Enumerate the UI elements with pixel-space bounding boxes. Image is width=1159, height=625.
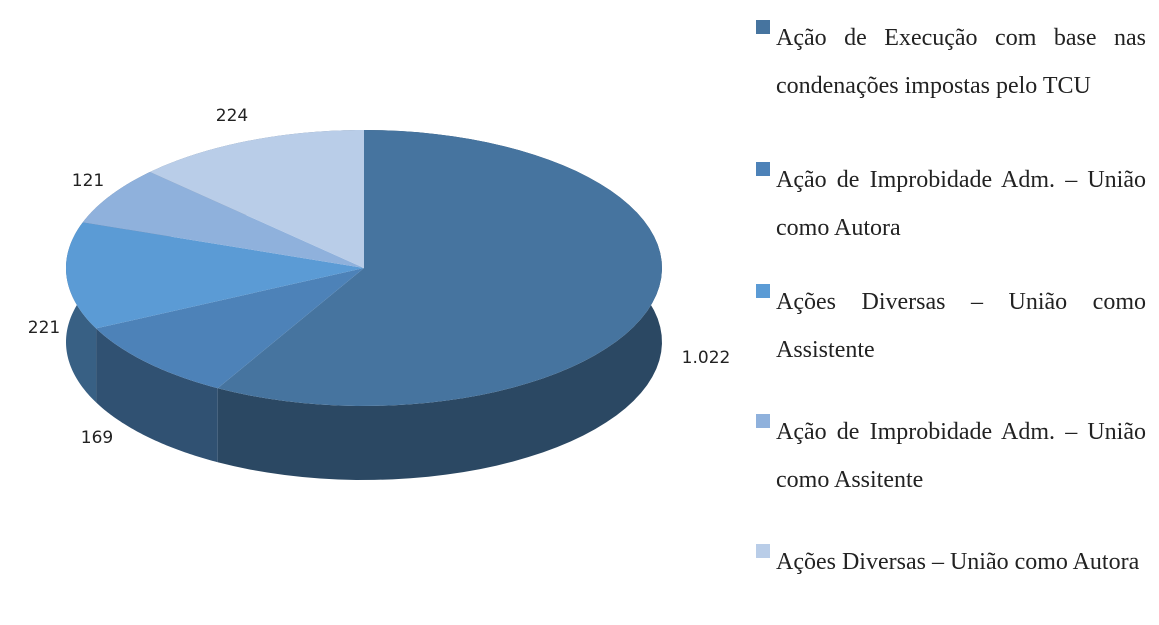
legend-label: Ação de Execução com base nas condenaçõe… xyxy=(776,25,1146,99)
data-label: 169 xyxy=(81,428,113,448)
legend-label: Ações Diversas – União como Assistente xyxy=(776,289,1146,363)
legend-label: Ações Diversas – União como Autora xyxy=(776,549,1140,575)
data-label: 1.022 xyxy=(682,348,731,368)
data-label: 121 xyxy=(72,171,104,191)
pie-slice xyxy=(82,171,365,268)
pie-slice-side xyxy=(96,328,218,463)
legend-swatch xyxy=(756,284,770,298)
legend-label: Ação de Improbidade Adm. – União como As… xyxy=(776,419,1146,493)
data-label: 221 xyxy=(28,318,60,338)
legend-item: Ações Diversas – União como Autora xyxy=(756,538,1146,586)
legend-label: Ação de Improbidade Adm. – União como Au… xyxy=(776,167,1146,241)
legend-swatch xyxy=(756,414,770,428)
pie-slice xyxy=(96,268,365,389)
legend-swatch xyxy=(756,544,770,558)
legend-item: Ação de Improbidade Adm. – União como As… xyxy=(756,408,1146,504)
pie-tops xyxy=(66,130,662,406)
pie-slice xyxy=(66,222,364,329)
legend-swatch xyxy=(756,162,770,176)
legend-item: Ação de Improbidade Adm. – União como Au… xyxy=(756,156,1146,252)
data-label: 224 xyxy=(216,106,248,126)
legend-item: Ação de Execução com base nas condenaçõe… xyxy=(756,14,1146,110)
pie-slice xyxy=(217,130,662,406)
legend-item: Ações Diversas – União como Assistente xyxy=(756,278,1146,374)
chart: 1.022 169 221 121 224 xyxy=(28,106,731,480)
pie-slice xyxy=(150,130,364,268)
legend-swatch xyxy=(756,20,770,34)
